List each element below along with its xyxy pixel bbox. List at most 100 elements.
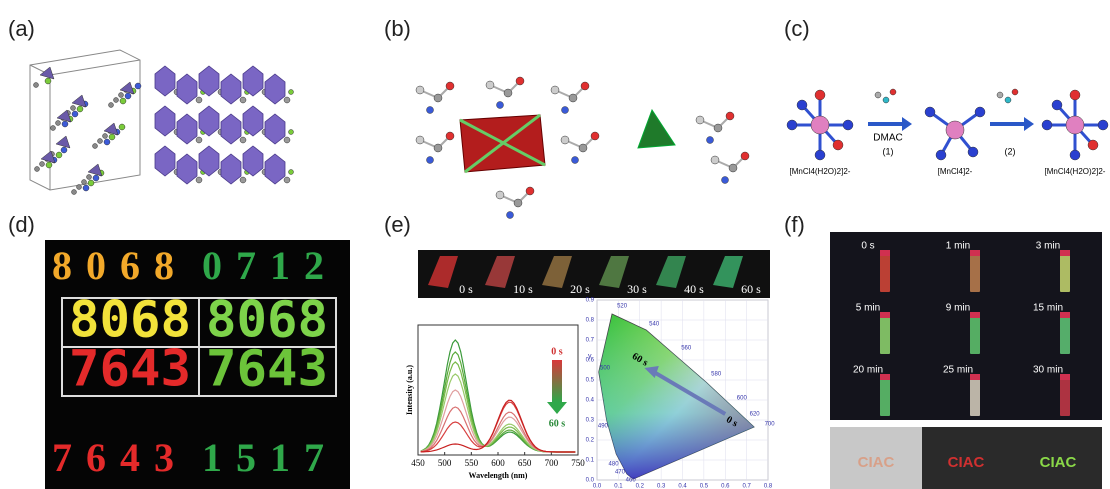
- atom: [134, 82, 142, 90]
- tetrahedron: [39, 66, 55, 80]
- x-tick-label: 550: [465, 458, 479, 468]
- time-label: 15 min: [1033, 303, 1063, 314]
- film-photo: [1060, 252, 1070, 292]
- species-label: [MnCl4]2-: [938, 167, 973, 176]
- atom: [796, 99, 808, 111]
- wavelength-label: 470: [615, 470, 626, 476]
- octahedron: [220, 73, 242, 105]
- atom: [445, 81, 455, 91]
- atom: [561, 106, 569, 114]
- atom: [525, 186, 535, 196]
- time-label: 5 min: [856, 303, 880, 314]
- film-sample: [599, 256, 629, 288]
- tetrahedron: [637, 108, 676, 149]
- atom: [415, 85, 425, 95]
- species-label: [MnCl4(H2O)2]2-: [790, 167, 851, 176]
- atom: [706, 136, 714, 144]
- time-label: 25 min: [943, 365, 973, 376]
- atom: [924, 106, 936, 118]
- strip-time: 20 s: [570, 282, 590, 296]
- octahedron: [176, 113, 198, 145]
- y-tick-label: 0.9: [586, 298, 595, 304]
- atom: [61, 120, 69, 128]
- octahedron: [242, 105, 264, 137]
- octahedron: [198, 105, 220, 137]
- x-tick-label: 700: [545, 458, 559, 468]
- digit-row: 8068: [52, 243, 188, 288]
- atom: [433, 143, 443, 153]
- photo-grid: [830, 232, 1102, 420]
- atom: [810, 115, 830, 135]
- atom: [103, 138, 111, 146]
- atom: [571, 156, 579, 164]
- film-tip: [970, 374, 980, 380]
- octahedron: [154, 65, 176, 97]
- wavelength-label: 540: [649, 322, 660, 328]
- y-axis-label: Intensity (a.u.): [405, 365, 414, 415]
- panel-label: (d): [8, 212, 35, 237]
- wavelength-label: 490: [598, 424, 609, 430]
- y-tick-label: 0.5: [586, 378, 595, 384]
- atom: [108, 102, 114, 108]
- wavelength-label: 560: [681, 346, 692, 352]
- atom: [1051, 99, 1063, 111]
- wavelength-label: 600: [737, 396, 748, 402]
- y-tick-label: 0.2: [586, 438, 595, 444]
- y-tick-label: 0.0: [586, 478, 595, 484]
- atom: [70, 105, 76, 111]
- atom: [713, 123, 723, 133]
- strip-time: 40 s: [684, 282, 704, 296]
- strip-time: 30 s: [627, 282, 647, 296]
- atom: [842, 119, 854, 131]
- atom: [81, 179, 87, 185]
- strip-time: 10 s: [513, 282, 533, 296]
- atom: [485, 80, 495, 90]
- atom: [119, 97, 127, 105]
- x-tick-label: 0.2: [636, 484, 645, 489]
- atom: [515, 76, 525, 86]
- atom: [34, 166, 40, 172]
- film-photo: [880, 252, 890, 292]
- film-photo: [880, 314, 890, 354]
- x-tick-label: 0.1: [614, 484, 623, 489]
- atom: [124, 92, 132, 100]
- atom: [445, 131, 455, 141]
- step-label: (1): [883, 146, 894, 156]
- spectrum-curve: [420, 399, 576, 453]
- atom: [60, 146, 68, 154]
- atom: [108, 133, 116, 141]
- atom: [239, 136, 247, 144]
- film-photo: [970, 252, 980, 292]
- legend-arrow: [552, 360, 562, 402]
- atom: [725, 111, 735, 121]
- film-tip: [1060, 374, 1070, 380]
- atom: [513, 198, 523, 208]
- atom: [39, 161, 45, 167]
- atom: [945, 120, 965, 140]
- x-tick-label: 450: [411, 458, 425, 468]
- film-tip: [970, 250, 980, 256]
- x-axis-label: Wavelength (nm): [469, 471, 528, 480]
- octahedron: [264, 153, 286, 185]
- time-label: 9 min: [946, 303, 970, 314]
- cie-arrowhead: [644, 366, 659, 378]
- octahedron: [264, 113, 286, 145]
- film-photo: [1060, 314, 1070, 354]
- atom: [503, 88, 513, 98]
- film-tip: [880, 312, 890, 318]
- octahedron: [176, 73, 198, 105]
- sign-text: CIAC: [1040, 454, 1077, 471]
- sign-text: CIAC: [858, 454, 895, 471]
- film-photo: [970, 314, 980, 354]
- atom: [87, 179, 95, 187]
- time-label: 3 min: [1036, 241, 1060, 252]
- atom: [1069, 149, 1081, 161]
- film-sample: [713, 256, 743, 288]
- atom: [1097, 119, 1109, 131]
- wavelength-label: 580: [711, 372, 722, 378]
- atom: [426, 156, 434, 164]
- y-tick-label: 0.1: [586, 458, 595, 464]
- segment-digits: 8068: [206, 291, 328, 349]
- arrow: [990, 117, 1034, 131]
